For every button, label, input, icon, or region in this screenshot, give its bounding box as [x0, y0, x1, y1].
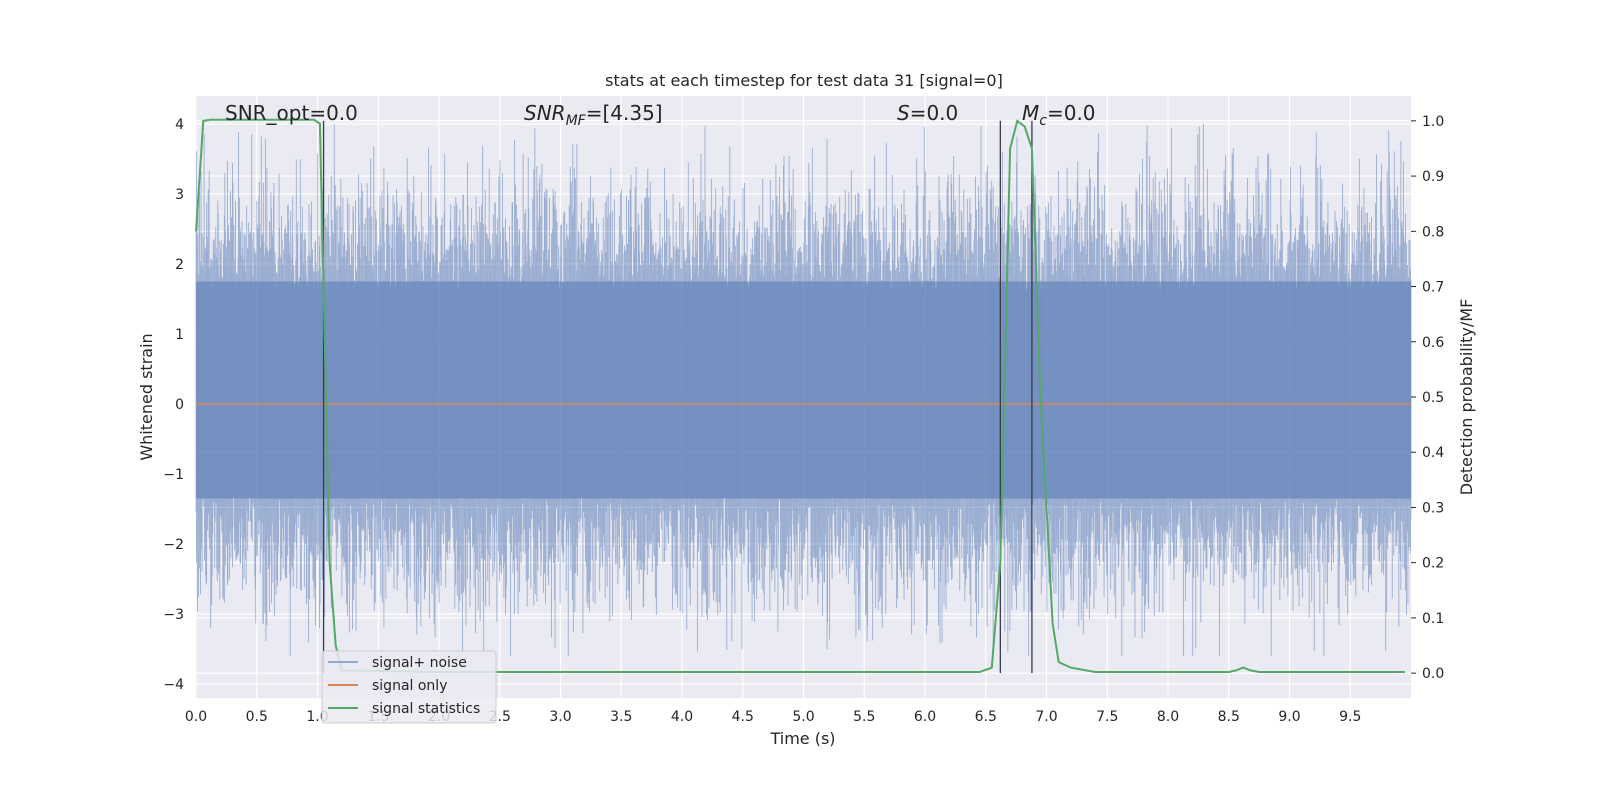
mc-main: M: [1022, 101, 1039, 125]
noise-trace: [195, 124, 1412, 656]
mc-val: =0.0: [1047, 101, 1096, 125]
x-tick-label: 7.5: [1096, 709, 1118, 725]
snr-mf-main: SNR: [524, 101, 566, 125]
y-right-tick-label: 0.8: [1422, 224, 1444, 240]
y-right-axis-ticks: 1.0 0.9 0.8 0.7 0.6 0.5 0.4 0.3 0.2 0.1 0.0: [1411, 114, 1444, 682]
y-right-tick-label: 0.2: [1422, 556, 1444, 572]
y-right-tick-label: 0.4: [1422, 445, 1444, 461]
snr-mf-sub: MF: [566, 113, 587, 129]
y-left-tick-label: 3: [175, 187, 184, 203]
y-right-tick-label: 0.5: [1422, 390, 1444, 406]
x-tick-label: 0.5: [246, 709, 268, 725]
x-tick-label: 8.0: [1157, 709, 1179, 725]
y-left-tick-label: −2: [163, 537, 184, 553]
x-axis-label: Time (s): [769, 729, 835, 748]
y-left-tick-label: 0: [175, 397, 184, 413]
mc-sub: c: [1039, 113, 1047, 129]
x-tick-label: 6.5: [975, 709, 997, 725]
y-left-tick-label: −3: [163, 607, 184, 623]
x-tick-label: 8.5: [1218, 709, 1240, 725]
y-right-tick-label: 0.1: [1422, 611, 1444, 627]
x-tick-label: 5.0: [792, 709, 814, 725]
legend: signal+ noise signal only signal statist…: [321, 650, 497, 724]
x-tick-label: 7.0: [1035, 709, 1057, 725]
x-tick-label: 3.5: [610, 709, 632, 725]
x-tick-label: 0.0: [185, 709, 207, 725]
y-right-tick-label: 0.7: [1422, 280, 1444, 296]
snr-mf-val: =[4.35]: [586, 101, 663, 125]
x-tick-label: 9.5: [1339, 709, 1361, 725]
y-right-tick-label: 0.0: [1422, 666, 1444, 682]
x-tick-label: 4.5: [732, 709, 754, 725]
x-tick-label: 5.5: [853, 709, 875, 725]
y-right-axis-label: Detection probability/MF: [1457, 299, 1476, 496]
chart-title: stats at each timestep for test data 31 …: [605, 71, 1003, 90]
annotation-snr-mf: SNRMF=[4.35]: [524, 101, 663, 129]
series-signal-noise: [195, 124, 1412, 656]
y-right-tick-label: 0.9: [1422, 169, 1444, 185]
annotation-mc: Mc=0.0: [1022, 101, 1096, 129]
y-left-tick-label: −1: [163, 467, 184, 483]
y-right-tick-label: 0.6: [1422, 335, 1444, 351]
legend-label-signal-noise: signal+ noise: [372, 655, 467, 671]
x-tick-label: 9.0: [1278, 709, 1300, 725]
legend-label-signal-only: signal only: [372, 678, 447, 694]
y-left-tick-label: 2: [175, 257, 184, 273]
s-main: S: [897, 101, 910, 125]
x-tick-label: 3.0: [549, 709, 571, 725]
s-val: =0.0: [910, 101, 959, 125]
legend-box: [321, 650, 497, 724]
signal-statistics-line: [195, 118, 1405, 673]
x-tick-label: 6.0: [914, 709, 936, 725]
y-right-tick-label: 0.3: [1422, 500, 1444, 516]
y-right-tick-label: 1.0: [1422, 114, 1444, 130]
annotation-s: S=0.0: [897, 101, 958, 125]
y-left-tick-label: 4: [175, 117, 184, 133]
y-left-tick-label: −4: [163, 677, 184, 693]
y-left-axis-ticks: 4 3 2 1 0 −1 −2 −3 −4: [163, 117, 184, 693]
y-left-axis-label: Whitened strain: [137, 333, 156, 460]
annotation-snr-opt: SNR_opt=0.0: [225, 101, 358, 125]
legend-label-signal-statistics: signal statistics: [372, 701, 480, 717]
x-tick-label: 4.0: [671, 709, 693, 725]
series-lines: [195, 118, 1411, 674]
y-left-tick-label: 1: [175, 327, 184, 343]
